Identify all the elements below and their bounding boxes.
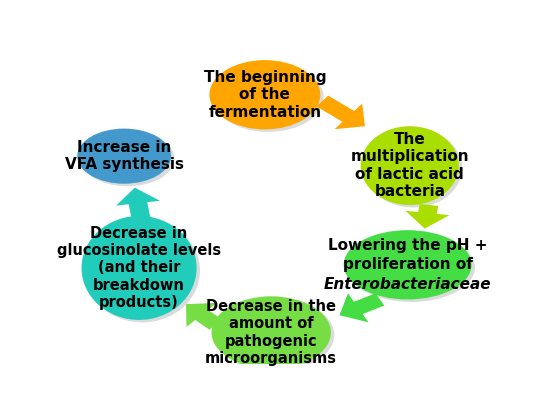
Ellipse shape <box>364 129 462 207</box>
Polygon shape <box>316 96 365 129</box>
Polygon shape <box>116 188 160 220</box>
Text: Decrease in
glucosinolate levels
(and their
breakdown
products): Decrease in glucosinolate levels (and th… <box>57 226 221 310</box>
Ellipse shape <box>81 216 197 320</box>
Ellipse shape <box>210 60 320 129</box>
Polygon shape <box>339 293 384 322</box>
Ellipse shape <box>212 296 331 369</box>
Ellipse shape <box>213 63 323 132</box>
Text: Decrease in the
amount of
pathogenic
microorganisms: Decrease in the amount of pathogenic mic… <box>205 299 337 366</box>
Ellipse shape <box>361 126 459 205</box>
Text: Enterobacteriaceae: Enterobacteriaceae <box>324 277 492 292</box>
Text: Lowering the pH +: Lowering the pH + <box>328 238 487 252</box>
Ellipse shape <box>85 218 200 322</box>
Polygon shape <box>186 303 222 330</box>
Text: The beginning
of the
fermentation: The beginning of the fermentation <box>204 70 326 120</box>
Ellipse shape <box>344 230 471 299</box>
Text: Increase in
VFA synthesis: Increase in VFA synthesis <box>65 140 184 172</box>
Ellipse shape <box>215 299 334 371</box>
Ellipse shape <box>81 131 174 186</box>
Polygon shape <box>405 204 449 229</box>
Ellipse shape <box>347 233 475 302</box>
Text: proliferation of: proliferation of <box>343 257 472 272</box>
Text: The
multiplication
of lactic acid
bacteria: The multiplication of lactic acid bacter… <box>350 132 469 199</box>
Ellipse shape <box>77 128 171 184</box>
